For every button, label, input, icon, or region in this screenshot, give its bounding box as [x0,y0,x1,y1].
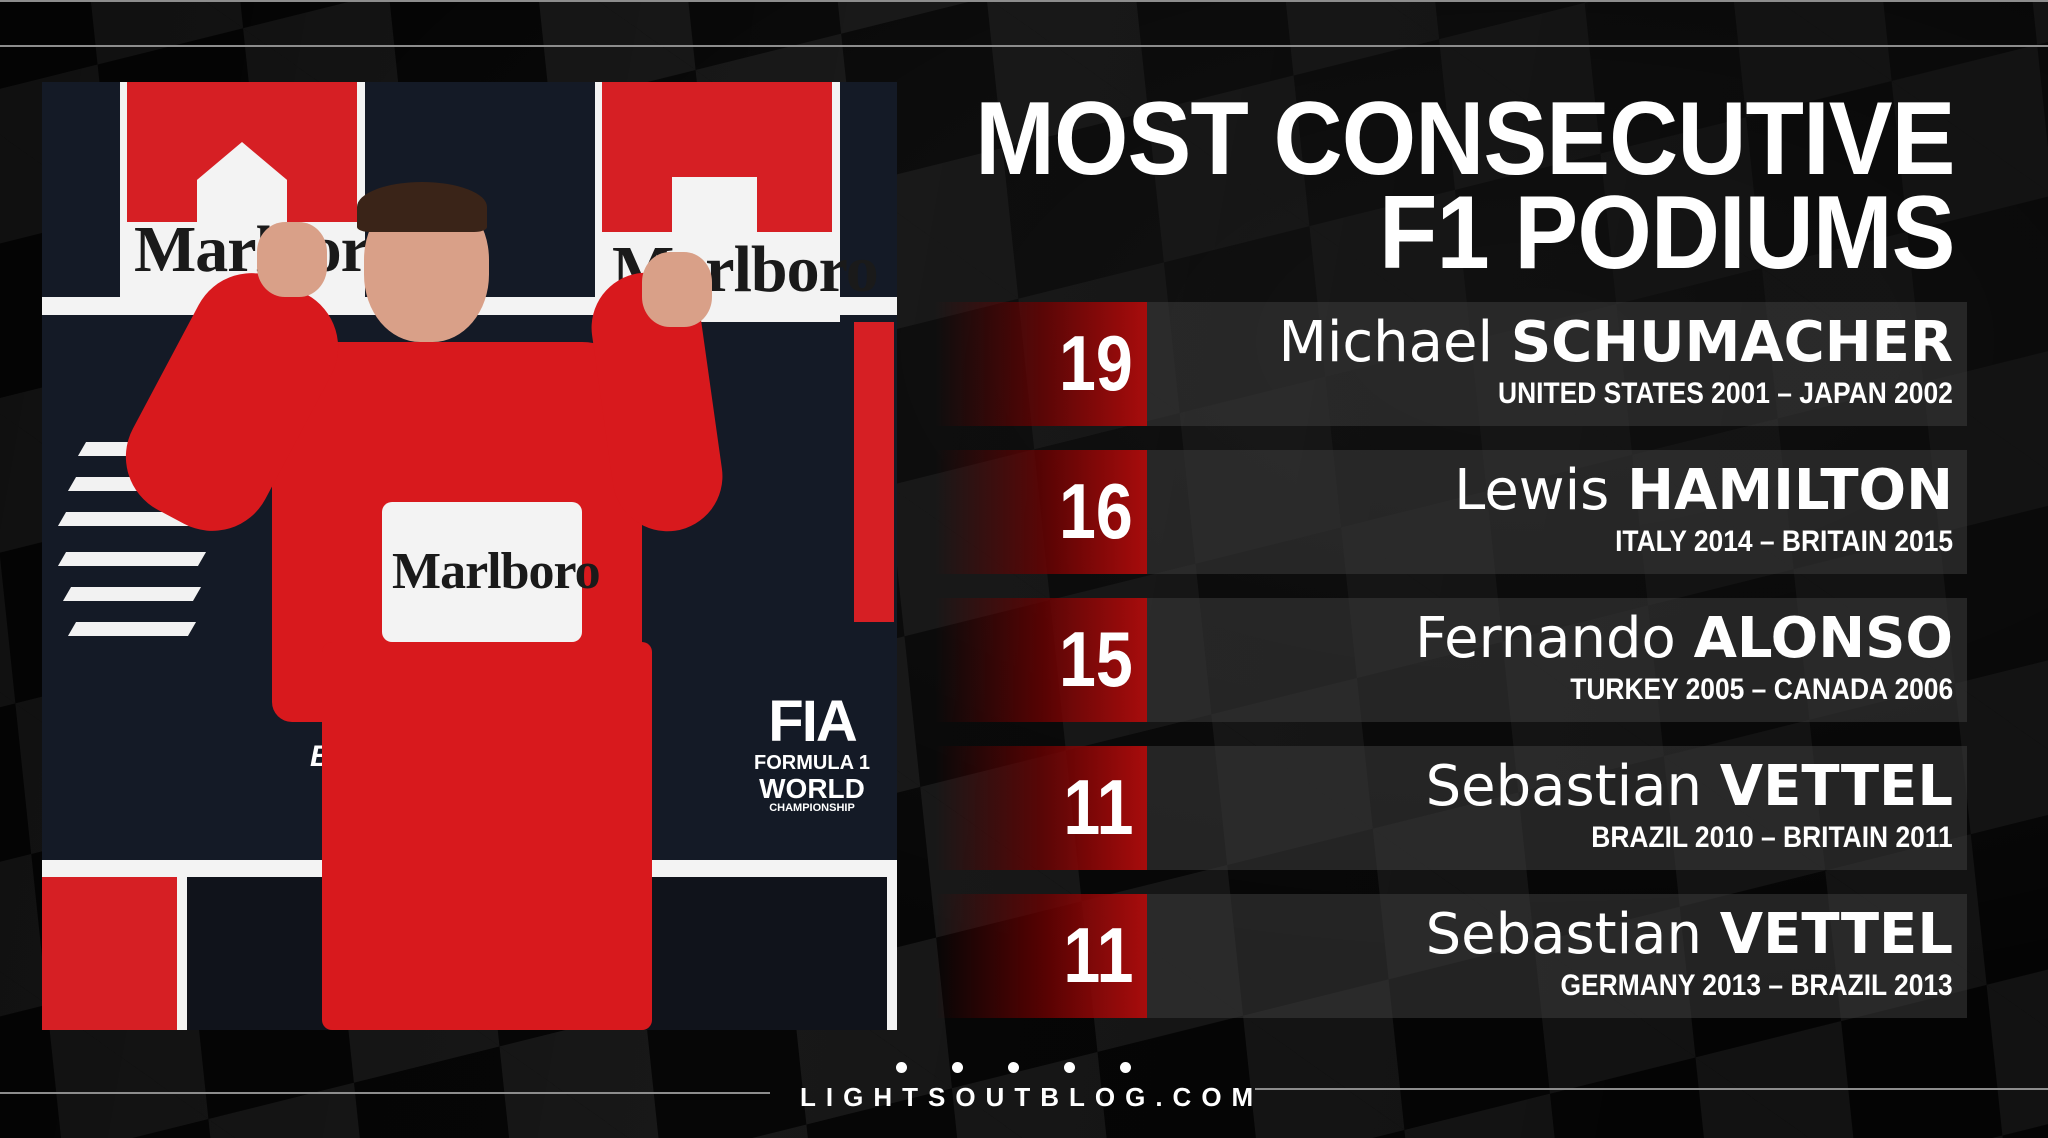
list-item: 19 Michael SCHUMACHER UNITED STATES 2001… [935,302,1967,426]
driver-right-fist [642,252,712,327]
driver-hair [357,182,487,232]
first-name: Sebastian [1425,902,1702,967]
driver-info: Lewis HAMILTON ITALY 2014 – BRITAIN 2015 [1147,450,1967,574]
website-label: LIGHTSOUTBLOG.COM [800,1082,1264,1112]
driver-left-fist [257,222,327,297]
driver-podium-photo: Marlboro Marlboro BUDA FIA FORMULA 1 WOR… [42,82,897,1030]
list-item: 15 Fernando ALONSO TURKEY 2005 – CANADA … [935,598,1967,722]
sponsor-board-red-2 [602,82,832,177]
first-name: Fernando [1415,606,1676,671]
fia-line: WORLD [759,772,865,804]
pagination-dots [896,1062,1131,1073]
driver-name: Sebastian VETTEL [1147,754,1953,820]
list-item: 11 Sebastian VETTEL GERMANY 2013 – BRAZI… [935,894,1967,1018]
page-title: MOST CONSECUTIVE F1 PODIUMS [975,81,1956,291]
streak-span: ITALY 2014 – BRITAIN 2015 [1615,525,1953,558]
last-name: HAMILTON [1627,458,1953,523]
fia-mark: FIA [768,689,857,754]
top-rule-secondary [0,45,2048,47]
streak-count: 19 [1059,319,1133,407]
driver-name: Michael SCHUMACHER [1147,310,1953,376]
list-item: 16 Lewis HAMILTON ITALY 2014 – BRITAIN 2… [935,450,1967,574]
driver-info: Sebastian VETTEL BRAZIL 2010 – BRITAIN 2… [1147,746,1967,870]
driver-info: Sebastian VETTEL GERMANY 2013 – BRAZIL 2… [1147,894,1967,1018]
dot-icon [896,1062,907,1073]
driver-info: Fernando ALONSO TURKEY 2005 – CANADA 200… [1147,598,1967,722]
driver-name: Fernando ALONSO [1147,606,1953,672]
fia-line: FORMULA 1 [754,751,870,774]
streak-count-box: 16 [935,450,1147,574]
side-board [854,322,894,622]
dot-icon [1008,1062,1019,1073]
podium-streak-list: 19 Michael SCHUMACHER UNITED STATES 2001… [935,302,1967,1042]
driver-name: Sebastian VETTEL [1147,902,1953,968]
first-name: Michael [1278,310,1493,375]
footer-rule-right [1255,1088,2048,1090]
dot-icon [952,1062,963,1073]
first-name: Sebastian [1425,754,1702,819]
list-item: 11 Sebastian VETTEL BRAZIL 2010 – BRITAI… [935,746,1967,870]
last-name: ALONSO [1693,606,1953,671]
dot-icon [1064,1062,1075,1073]
streak-count: 15 [1059,615,1133,703]
title-line-2: F1 PODIUMS [1379,175,1956,291]
fia-line: CHAMPIONSHIP [769,802,855,815]
streak-count: 11 [1062,763,1133,851]
chevron-right [287,82,357,222]
streak-count: 11 [1062,911,1133,999]
last-name: SCHUMACHER [1510,310,1953,375]
top-rule [0,0,2048,2]
streak-count-box: 11 [935,894,1147,1018]
title-line-1: MOST CONSECUTIVE [975,81,1956,197]
last-name: VETTEL [1719,754,1953,819]
driver-legs [322,642,652,1030]
chevron-left [127,82,197,222]
driver-name: Lewis HAMILTON [1147,458,1953,524]
streak-count: 16 [1059,467,1133,555]
last-name: VETTEL [1719,902,1953,967]
streak-span: TURKEY 2005 – CANADA 2006 [1570,673,1953,706]
streak-span: UNITED STATES 2001 – JAPAN 2002 [1498,377,1953,410]
streak-count-box: 19 [935,302,1147,426]
streak-span: BRAZIL 2010 – BRITAIN 2011 [1591,821,1953,854]
streak-count-box: 11 [935,746,1147,870]
first-name: Lewis [1454,458,1610,523]
dot-icon [1120,1062,1131,1073]
podium-red [42,877,177,1030]
driver-info: Michael SCHUMACHER UNITED STATES 2001 – … [1147,302,1967,426]
suit-sponsor-text: Marlboro [392,543,601,600]
suit-sponsor-panel [382,502,582,642]
streak-span: GERMANY 2013 – BRAZIL 2013 [1560,969,1953,1002]
streak-count-box: 15 [935,598,1147,722]
footer-rule-left [0,1092,770,1094]
fia-logo: FIA FORMULA 1 WORLD CHAMPIONSHIP [742,689,882,815]
